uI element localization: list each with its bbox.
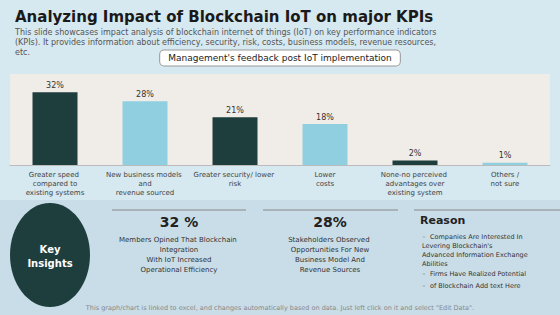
svg-text:Integration: Integration bbox=[160, 246, 199, 254]
svg-text:2%: 2% bbox=[409, 149, 422, 158]
svg-text:◦ of Blockchain Add text Here: ◦ of Blockchain Add text Here bbox=[422, 282, 521, 290]
svg-text:Others /: Others / bbox=[491, 171, 520, 179]
svg-text:Advanced Information Exchange: Advanced Information Exchange bbox=[422, 251, 530, 259]
svg-text:Operational Efficiency: Operational Efficiency bbox=[140, 266, 217, 274]
svg-text:◦ Firms Have Realized Potenti: ◦ Firms Have Realized Potential bbox=[422, 270, 526, 278]
svg-text:Management's feedback post IoT: Management's feedback post IoT implement… bbox=[168, 53, 392, 63]
svg-text:etc.: etc. bbox=[15, 48, 30, 57]
svg-text:Opportunities For New: Opportunities For New bbox=[291, 246, 370, 254]
svg-text:Greater speed: Greater speed bbox=[29, 171, 81, 179]
svg-text:Lower: Lower bbox=[315, 171, 336, 179]
svg-text:existing system: existing system bbox=[387, 189, 442, 197]
svg-text:Members Opined That Blockchain: Members Opined That Blockchain bbox=[119, 236, 239, 244]
svg-text:existing systems: existing systems bbox=[26, 189, 85, 197]
svg-text:(KPIs). It provides informatio: (KPIs). It provides information about ef… bbox=[15, 38, 439, 47]
svg-text:32%: 32% bbox=[46, 81, 64, 90]
svg-text:18%: 18% bbox=[316, 113, 334, 122]
svg-text:Reason: Reason bbox=[420, 214, 465, 227]
svg-text:◦ Companies Are Interested In: ◦ Companies Are Interested In bbox=[422, 233, 525, 241]
svg-text:Stakeholders Observed: Stakeholders Observed bbox=[288, 236, 372, 244]
svg-text:revenue sourced: revenue sourced bbox=[116, 189, 175, 197]
svg-text:28%: 28% bbox=[313, 214, 347, 230]
svg-text:28%: 28% bbox=[136, 90, 154, 99]
svg-text:This graph/chart is linked to: This graph/chart is linked to excel, and… bbox=[85, 304, 474, 312]
svg-text:Analyzing Impact of Blockchain: Analyzing Impact of Blockchain IoT on ma… bbox=[15, 8, 433, 26]
svg-text:costs: costs bbox=[316, 180, 335, 188]
svg-text:Revenue Sources: Revenue Sources bbox=[300, 266, 361, 274]
svg-text:With IoT Increased: With IoT Increased bbox=[146, 256, 211, 264]
svg-text:and: and bbox=[138, 180, 151, 188]
svg-text:Insights: Insights bbox=[27, 258, 72, 269]
svg-text:This slide showcases impact an: This slide showcases impact analysis of … bbox=[14, 28, 439, 37]
svg-text:None-no perceived: None-no perceived bbox=[381, 171, 449, 179]
svg-text:1%: 1% bbox=[499, 151, 512, 160]
svg-text:Key: Key bbox=[40, 244, 61, 255]
svg-text:Levering Blockchain's: Levering Blockchain's bbox=[422, 242, 493, 250]
svg-text:risk: risk bbox=[229, 180, 242, 188]
svg-text:Greater security/ lower: Greater security/ lower bbox=[194, 171, 277, 179]
svg-text:Abilities: Abilities bbox=[422, 260, 448, 268]
svg-text:32 %: 32 % bbox=[160, 214, 198, 230]
svg-text:compared to: compared to bbox=[33, 180, 77, 188]
svg-text:advantages over: advantages over bbox=[386, 180, 445, 188]
svg-text:not sure: not sure bbox=[491, 180, 520, 188]
svg-text:Business Model And: Business Model And bbox=[295, 256, 365, 264]
svg-text:New business models: New business models bbox=[106, 171, 184, 179]
svg-text:21%: 21% bbox=[226, 106, 244, 115]
